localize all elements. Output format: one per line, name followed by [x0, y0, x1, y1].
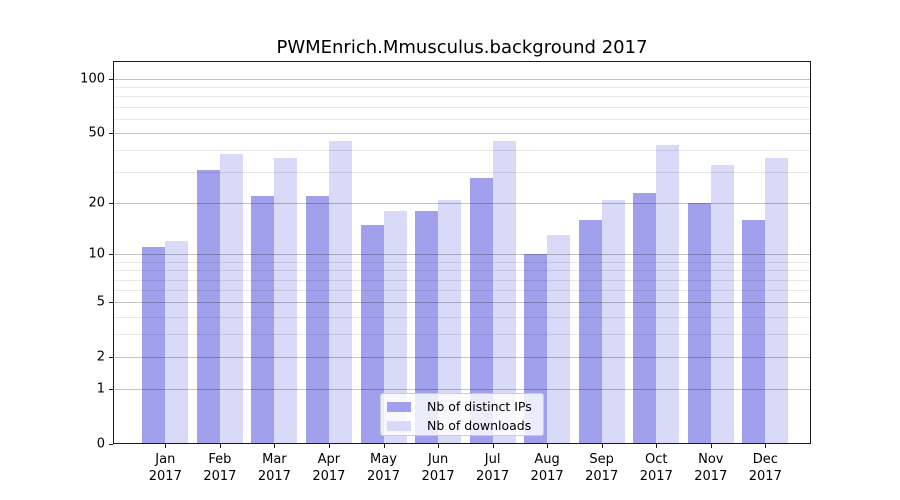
x-tick-month: Mar [262, 452, 287, 467]
x-tick-mark [165, 444, 167, 448]
bar-downloads-jan [165, 241, 189, 444]
bar-downloads-jun [438, 199, 462, 444]
bar-distinct-ips-apr [305, 196, 329, 444]
y-tick-mark [109, 357, 113, 359]
x-tick-month: Aug [534, 452, 560, 467]
x-tick-mark [656, 444, 658, 448]
x-tick-label-jul: Jul 2017 [461, 451, 525, 485]
y-tick-mark [109, 444, 113, 445]
bar-distinct-ips-jan [142, 247, 166, 444]
x-tick-label-oct: Oct 2017 [624, 451, 688, 485]
x-tick-label-nov: Nov 2017 [679, 451, 743, 485]
x-tick-mark [274, 444, 276, 448]
x-tick-month: Feb [208, 452, 232, 467]
x-tick-month: May [370, 452, 397, 467]
x-tick-label-aug: Aug 2017 [515, 451, 579, 485]
legend-row: Nb of distinct IPs [387, 399, 543, 415]
y-tick-label: 0 [96, 436, 105, 452]
bar-downloads-apr [328, 141, 352, 444]
y-tick-label: 10 [88, 246, 105, 262]
x-tick-year: 2017 [530, 469, 564, 484]
x-tick-mark [383, 444, 385, 448]
y-tick-label: 5 [96, 294, 105, 310]
y-tick-label: 1 [96, 381, 105, 397]
x-tick-year: 2017 [257, 469, 291, 484]
x-tick-month: Jan [155, 452, 176, 467]
y-tick-mark [109, 203, 113, 205]
y-tick-mark [109, 302, 113, 304]
x-tick-year: 2017 [366, 469, 401, 484]
y-tick-label: 2 [96, 349, 105, 365]
x-tick-month: Apr [317, 452, 341, 467]
bar-distinct-ips-feb [196, 169, 220, 444]
x-tick-year: 2017 [203, 469, 237, 484]
x-tick-year: 2017 [748, 469, 782, 484]
x-tick-month: Dec [752, 452, 778, 467]
legend: Nb of distinct IPs Nb of downloads [380, 393, 544, 436]
x-tick-year: 2017 [639, 469, 673, 484]
x-tick-month: Nov [698, 452, 724, 467]
bar-downloads-dec [765, 158, 789, 444]
chart-title: PWMEnrich.Mmusculus.background 2017 [276, 37, 648, 58]
bar-distinct-ips-may [360, 224, 384, 444]
bar-distinct-ips-oct [633, 192, 657, 444]
y-tick-mark [109, 389, 113, 391]
x-tick-label-jun: Jun 2017 [406, 451, 470, 485]
legend-label-distinct-ips: Nb of distinct IPs [427, 399, 532, 414]
x-tick-mark [765, 444, 767, 448]
legend-swatch-downloads [387, 421, 411, 431]
x-tick-year: 2017 [476, 469, 510, 484]
x-tick-label-may: May 2017 [352, 451, 416, 485]
x-tick-label-jan: Jan 2017 [133, 451, 197, 485]
plot-area: Nb of distinct IPs Nb of downloads [113, 61, 811, 444]
legend-label-downloads: Nb of downloads [427, 418, 532, 433]
x-tick-label-apr: Apr 2017 [297, 451, 361, 485]
bar-downloads-mar [274, 158, 298, 444]
x-tick-month: Oct [645, 452, 668, 467]
x-tick-year: 2017 [694, 469, 728, 484]
x-tick-mark [219, 444, 221, 448]
y-tick-mark [109, 254, 113, 256]
x-tick-month: Jun [427, 452, 449, 467]
x-tick-year: 2017 [585, 469, 619, 484]
x-tick-mark [710, 444, 712, 448]
legend-swatch-distinct-ips [387, 402, 411, 412]
y-tick-label: 50 [88, 125, 105, 141]
x-tick-label-dec: Dec 2017 [733, 451, 797, 485]
x-tick-month: Sep [589, 452, 614, 467]
bar-distinct-ips-sep [578, 219, 602, 444]
bars-layer [113, 61, 811, 444]
bar-distinct-ips-nov [687, 203, 711, 444]
x-tick-year: 2017 [421, 469, 455, 484]
bar-downloads-aug [547, 235, 571, 444]
x-tick-mark [492, 444, 494, 448]
bar-downloads-sep [601, 199, 625, 444]
y-tick-mark [109, 78, 113, 80]
x-tick-year: 2017 [148, 469, 182, 484]
bar-downloads-feb [219, 154, 243, 444]
x-tick-mark [601, 444, 603, 448]
x-tick-label-sep: Sep 2017 [570, 451, 634, 485]
bar-downloads-nov [710, 165, 734, 444]
x-tick-mark [328, 444, 330, 448]
y-tick-label: 20 [88, 195, 105, 211]
x-tick-mark [547, 444, 549, 448]
bar-distinct-ips-dec [742, 219, 766, 444]
x-tick-label-feb: Feb 2017 [188, 451, 252, 485]
legend-row: Nb of downloads [387, 418, 543, 434]
x-tick-year: 2017 [312, 469, 346, 484]
x-tick-month: Jul [484, 452, 501, 467]
bar-downloads-oct [656, 144, 680, 444]
bar-distinct-ips-mar [251, 196, 275, 444]
y-tick-mark [109, 133, 113, 134]
bar-downloads-jul [492, 141, 516, 444]
y-tick-label: 100 [80, 71, 105, 87]
bar-distinct-ips-jul [469, 177, 493, 444]
x-tick-mark [438, 444, 440, 448]
bar-downloads-may [383, 211, 407, 444]
x-tick-label-mar: Mar 2017 [242, 451, 306, 485]
bar-distinct-ips-jun [415, 211, 439, 444]
